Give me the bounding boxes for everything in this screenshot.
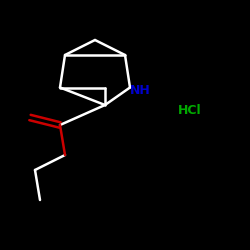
Text: NH: NH (130, 84, 150, 96)
Text: HCl: HCl (178, 104, 202, 117)
